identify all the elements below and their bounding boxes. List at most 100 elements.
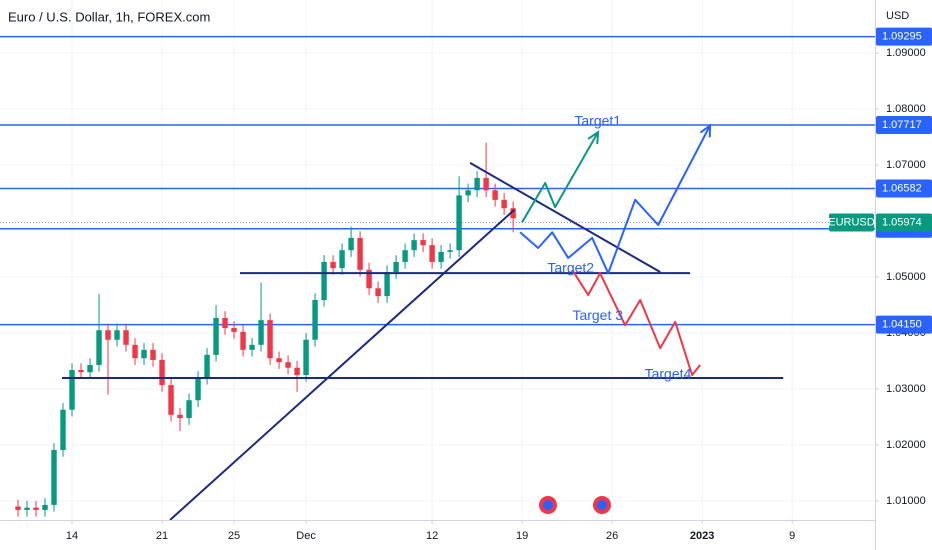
candle-body: [393, 261, 399, 273]
badges: 1.092951.077171.065821.058641.04150EURUS…: [828, 27, 932, 334]
y-tick-label: 1.07000: [886, 159, 926, 171]
candle-body: [249, 344, 255, 350]
candle-body: [96, 330, 102, 365]
y-tick-label: 1.01000: [886, 495, 926, 507]
symbol-badge: [829, 213, 874, 232]
trend-line: [519, 124, 711, 275]
candle-body: [402, 250, 408, 262]
current-price-badge: [876, 213, 932, 232]
y-tick-label: 1.02000: [886, 439, 926, 451]
x-tick-label: 21: [156, 530, 168, 542]
candle-body: [177, 414, 183, 419]
candle-body: [15, 506, 21, 510]
arrow-head: [699, 123, 712, 138]
trend-line: [571, 269, 701, 376]
x-tick-label: 14: [66, 530, 78, 542]
y-tick-label: 1.05000: [886, 271, 926, 283]
candle-body: [357, 237, 363, 270]
candle-body: [429, 245, 435, 262]
candle-body: [159, 359, 165, 386]
candle-body: [312, 300, 318, 340]
candle-body: [114, 330, 120, 340]
candle-body: [267, 320, 273, 359]
candle-body: [141, 349, 147, 359]
candle-body: [375, 288, 381, 297]
candle-body: [483, 177, 489, 191]
y-tick-label: 1.08000: [886, 103, 926, 115]
x-tick-label: 19: [516, 530, 528, 542]
x-tick-label: 12: [426, 530, 438, 542]
x-tick-label: Dec: [296, 530, 316, 542]
level-label: 1.07717: [882, 119, 922, 131]
y-tick-label: 1.03000: [886, 383, 926, 395]
candle-body: [330, 261, 336, 269]
event-flag-inner: [543, 500, 553, 510]
candle-body: [510, 208, 516, 219]
current-price-label: 1.05974: [882, 216, 922, 228]
level-badge: [876, 315, 932, 334]
candle-body: [276, 358, 282, 363]
trend-line: [469, 162, 661, 273]
candle-body: [384, 272, 390, 297]
candle-body: [438, 251, 444, 262]
arrow-head: [587, 130, 600, 145]
price-unit: USD: [886, 10, 909, 22]
trend-line: [521, 131, 599, 223]
candle-body: [222, 317, 228, 329]
candle-body: [231, 328, 237, 332]
x-tick-label: 9: [789, 530, 795, 542]
candle-body: [204, 354, 210, 378]
level-badge: [876, 27, 932, 46]
candle-body: [195, 377, 201, 401]
y-tick-label: 1.09000: [886, 47, 926, 59]
annotation: Target2: [547, 259, 594, 275]
candle-body: [447, 250, 453, 252]
candle-body: [456, 195, 462, 251]
grid: [0, 0, 875, 520]
x-tick-label: 2023: [690, 530, 714, 542]
candle-body: [132, 344, 138, 359]
trend-line: [169, 209, 515, 521]
x-tick-label: 25: [228, 530, 240, 542]
annotation: Target1: [574, 113, 621, 129]
annotation: Target 3: [572, 307, 623, 323]
candle-body: [465, 190, 471, 196]
candle-body: [303, 339, 309, 376]
level-label: 1.04150: [882, 319, 922, 331]
annotation: Target4: [645, 366, 692, 382]
event-icon: [593, 496, 611, 514]
symbol-label: EURUSD: [828, 216, 875, 228]
candle-body: [321, 261, 327, 301]
levels: [0, 35, 875, 326]
level-label: 1.06582: [882, 182, 922, 194]
candle-body: [69, 369, 75, 410]
candle-body: [87, 364, 93, 373]
level-badge: [876, 179, 932, 198]
level-label: 1.09295: [882, 31, 922, 43]
candle-body: [123, 330, 129, 345]
candle-body: [420, 240, 426, 246]
candle-body: [501, 199, 507, 209]
event-flag-inner: [597, 500, 607, 510]
candle-body: [42, 504, 48, 510]
candle-body: [51, 450, 57, 505]
candle-body: [492, 190, 498, 200]
candle-body: [105, 330, 111, 340]
candle-body: [474, 177, 480, 191]
candle-body: [366, 269, 372, 289]
candle-body: [78, 369, 84, 373]
drawings: Target1 Target2 Target 3 Target4: [61, 113, 784, 521]
candle-body: [24, 507, 30, 510]
candle-body: [60, 409, 66, 451]
chart-title: Euro / U.S. Dollar, 1h, FOREX.com: [8, 9, 210, 24]
candle-body: [411, 240, 417, 251]
candle-body: [294, 367, 300, 376]
candle-body: [285, 362, 291, 368]
candle-body: [258, 320, 264, 345]
candle-body: [240, 331, 246, 350]
candle-body: [339, 250, 345, 269]
candle-body: [348, 237, 354, 251]
candle-body: [213, 317, 219, 355]
